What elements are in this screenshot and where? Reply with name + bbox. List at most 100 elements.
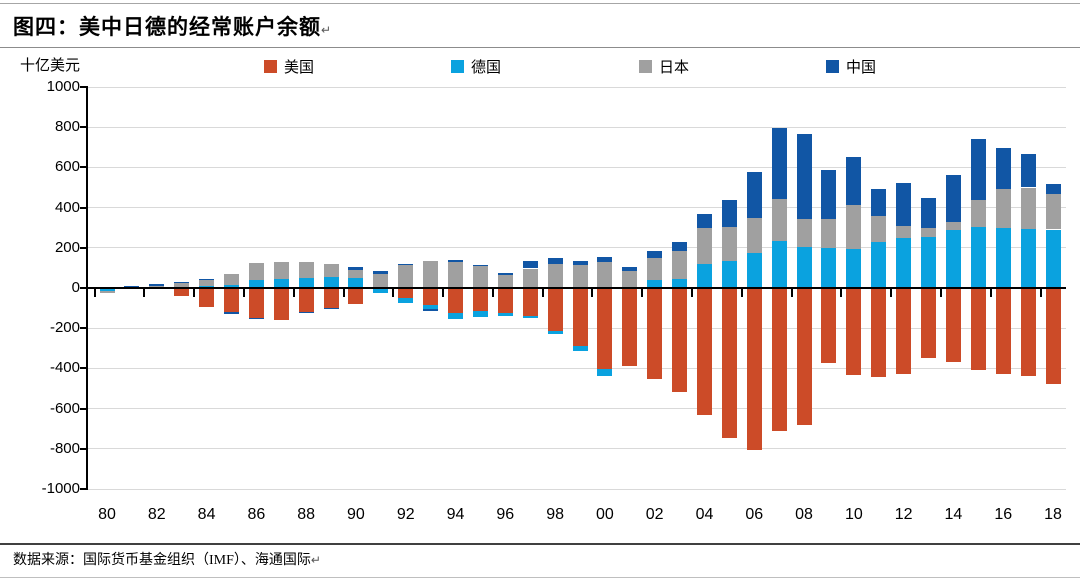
bar-segment-us: [647, 288, 663, 379]
bar-segment-china: [696, 213, 712, 228]
bar-segment-japan: [995, 188, 1011, 229]
bar-segment-germany: [1045, 229, 1061, 288]
y-axis-tick-mark: [80, 367, 88, 370]
x-axis-tick-mark: [143, 289, 146, 297]
gridline-y--400: [88, 367, 1066, 369]
bar-segment-germany: [896, 238, 912, 288]
x-axis-tick-mark: [890, 289, 893, 297]
bar-segment-germany: [597, 369, 613, 376]
x-axis-tick-mark: [740, 289, 743, 297]
bar-segment-china: [796, 134, 812, 219]
bar-segment-china: [821, 170, 837, 219]
bar-segment-germany: [547, 331, 563, 335]
bar-segment-china: [547, 257, 563, 265]
bar-segment-us: [572, 288, 588, 346]
bar-segment-us: [821, 288, 837, 363]
bar-segment-japan: [348, 269, 364, 279]
data-source-note: 数据来源：国际货币基金组织（IMF）、海通国际↵: [13, 549, 321, 569]
y-axis-tick-mark: [80, 407, 88, 410]
x-axis-tick-mark: [691, 289, 694, 297]
bar-segment-japan: [522, 268, 538, 288]
bar-segment-japan: [423, 261, 439, 288]
bar-segment-us: [771, 288, 787, 431]
bar-segment-china: [298, 312, 314, 314]
x-axis-tick-label: 00: [595, 506, 614, 523]
x-axis-tick-mark: [93, 289, 96, 297]
bar-segment-japan: [124, 285, 140, 287]
bar-segment-us: [448, 288, 464, 313]
y-axis-tick-mark: [80, 86, 88, 88]
bar-segment-germany: [273, 278, 289, 288]
bar-segment-china: [896, 182, 912, 227]
bar-segment-china: [970, 139, 986, 201]
x-axis-tick-label: 84: [197, 506, 216, 523]
x-axis-tick-mark: [541, 289, 544, 297]
bar-segment-japan: [945, 222, 961, 230]
bar-segment-china: [871, 188, 887, 216]
bar-segment-us: [1020, 288, 1036, 377]
x-axis-tick-label: 02: [645, 506, 664, 523]
bar-segment-japan: [746, 218, 762, 254]
bar-segment-us: [896, 288, 912, 374]
x-axis-tick-label: 14: [944, 506, 963, 523]
bar-segment-germany: [248, 279, 264, 288]
bar-segment-china: [174, 281, 190, 283]
bar-segment-china: [423, 308, 439, 312]
y-axis-tick-mark: [80, 126, 88, 129]
title-divider-line: [0, 47, 1080, 48]
bar-segment-germany: [398, 298, 414, 303]
paragraph-mark-icon: ↵: [321, 23, 333, 37]
figure-title-text: 图四：美中日德的经常账户余额: [13, 15, 321, 39]
bar-segment-china: [149, 284, 165, 286]
bar-segment-us: [696, 288, 712, 416]
bar-segment-us: [921, 288, 937, 359]
bar-segment-germany: [746, 253, 762, 288]
data-source-text: 数据来源：国际货币基金组织（IMF）、海通国际: [13, 553, 311, 568]
bar-segment-us: [622, 288, 638, 367]
bar-segment-us: [522, 288, 538, 317]
bar-segment-us: [323, 288, 339, 308]
bar-segment-germany: [223, 284, 239, 288]
x-axis-tick-mark: [442, 289, 445, 297]
bar-segment-japan: [696, 227, 712, 265]
bar-segment-japan: [896, 226, 912, 239]
legend-swatch-japan: [639, 60, 652, 73]
bar-segment-japan: [572, 264, 588, 288]
top-border-line: [0, 3, 1080, 4]
bar-segment-china: [846, 157, 862, 205]
bar-segment-us: [497, 288, 513, 314]
x-axis-zero-line: [86, 287, 1066, 289]
bar-segment-germany: [423, 305, 439, 309]
bar-segment-japan: [323, 263, 339, 277]
x-axis-tick-mark: [292, 289, 295, 297]
bar-segment-japan: [373, 273, 389, 288]
x-axis-tick-label: 16: [994, 506, 1013, 523]
bar-segment-japan: [448, 261, 464, 288]
x-axis-tick-label: 18: [1044, 506, 1062, 523]
bar-segment-japan: [547, 264, 563, 288]
bar-segment-china: [497, 273, 513, 275]
x-axis-tick-mark: [1039, 289, 1042, 297]
bar-segment-germany: [472, 310, 488, 317]
bar-segment-germany: [298, 277, 314, 288]
y-axis-tick-label: -1000: [41, 480, 80, 497]
gridline-y-400: [88, 207, 1066, 209]
bar-segment-china: [721, 200, 737, 227]
bar-segment-china: [647, 250, 663, 258]
legend-swatch-china: [826, 60, 839, 73]
bar-segment-japan: [821, 218, 837, 248]
bar-segment-china: [1020, 154, 1036, 188]
bar-segment-china: [348, 267, 364, 270]
x-axis-tick-label: 88: [297, 506, 316, 523]
bar-segment-germany: [448, 312, 464, 319]
bar-segment-us: [348, 288, 364, 304]
bar-segment-japan: [647, 257, 663, 280]
gridline-y--600: [88, 408, 1066, 410]
x-axis-tick-mark: [193, 289, 196, 297]
bar-segment-us: [472, 288, 488, 311]
bar-segment-japan: [846, 204, 862, 250]
bar-segment-japan: [472, 265, 488, 288]
bar-segment-japan: [871, 215, 887, 242]
bar-segment-germany: [970, 227, 986, 288]
